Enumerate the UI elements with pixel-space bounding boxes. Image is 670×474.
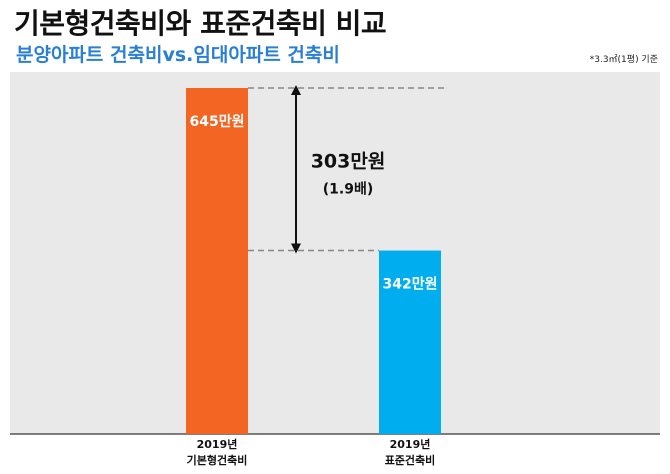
category-label-basic-name: 기본형건축비 — [187, 453, 248, 467]
bar-standard-construction-cost — [379, 250, 441, 434]
bar-basic-construction-cost — [186, 88, 248, 434]
category-label-standard-name: 표준건축비 — [385, 453, 436, 467]
plot-panel — [10, 72, 660, 434]
ratio-label: (1.9배) — [323, 181, 373, 197]
value-label-standard: 342만원 — [383, 277, 438, 293]
category-label-standard-year: 2019년 — [390, 437, 431, 451]
value-label-basic: 645만원 — [190, 114, 245, 130]
chart-subtitle: 분양아파트 건축비vs.임대아파트 건축비 — [16, 44, 340, 66]
unit-note: *3.3㎡(1평) 기준 — [589, 55, 658, 65]
chart-title: 기본형건축비와 표준건축비 비교 — [14, 7, 387, 40]
difference-label: 303만원 — [311, 150, 386, 172]
category-label-basic-year: 2019년 — [197, 437, 238, 451]
